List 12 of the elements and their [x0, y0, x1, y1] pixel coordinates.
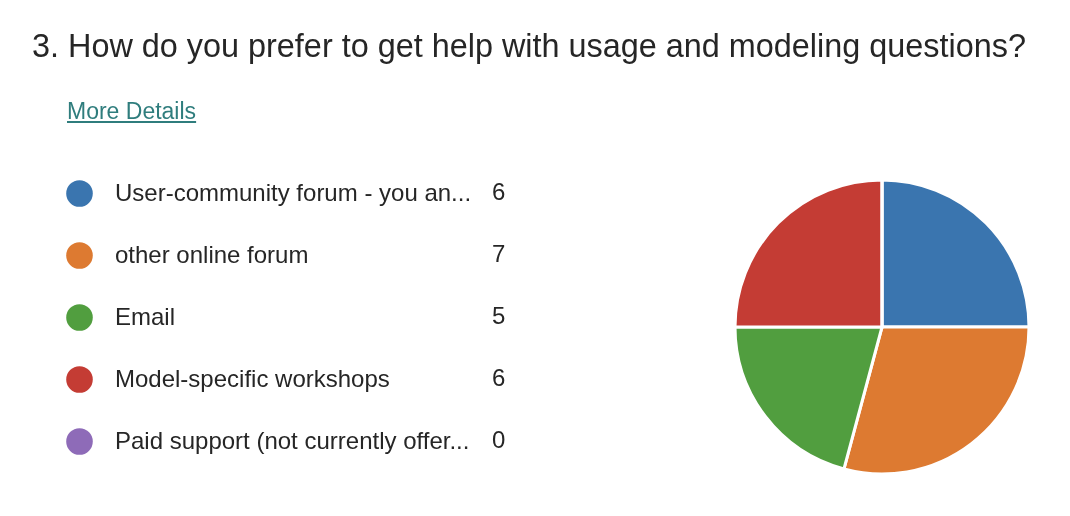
legend-label: Email — [115, 302, 176, 330]
data-label: 6 — [492, 364, 506, 391]
data-label: 6 — [492, 178, 506, 205]
text: 0 — [492, 426, 506, 453]
legend-label: Paid support (not currently offer... — [115, 426, 470, 454]
text: More Details — [67, 98, 197, 125]
data-label: 5 — [492, 302, 506, 329]
legend-label: Model-specific workshops — [115, 364, 390, 392]
chart-title: 3. How do you prefer to get help with usage and modeling questions? — [32, 28, 1026, 64]
data-label: 7 — [492, 240, 506, 267]
legend-label: other online forum — [115, 240, 309, 268]
legend-label: User-community forum - you an... — [115, 178, 472, 206]
